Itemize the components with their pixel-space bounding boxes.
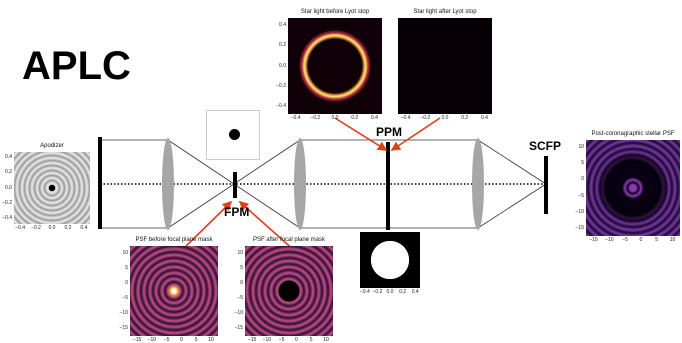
x-tick-label: −0.2 — [310, 115, 321, 121]
x-tick-label: −0.4 — [359, 289, 370, 295]
y-tick-label: 0.2 — [279, 42, 286, 49]
x-tick-label: 10 — [323, 337, 329, 343]
lenses — [162, 138, 484, 230]
x-tick-label: −15 — [589, 237, 598, 243]
y-tick-label: 10 — [237, 249, 243, 256]
y-tick-label: −10 — [119, 310, 128, 317]
x-tick-label: −0.2 — [420, 115, 431, 121]
y-tick-label: 0.4 — [5, 154, 12, 161]
y-tick-label: −15 — [119, 325, 128, 332]
y-tick-label: 0 — [125, 279, 128, 286]
y-tick-label: 10 — [122, 249, 128, 256]
x-tick-label: −10 — [605, 237, 614, 243]
x-tick-label: −0.2 — [372, 289, 383, 295]
x-tick-label: −0.4 — [290, 115, 301, 121]
x-tick-label: 5 — [655, 237, 659, 243]
panel-image — [586, 140, 680, 236]
x-tick-label: 0.4 — [411, 289, 419, 295]
y-tick-label: −5 — [122, 295, 128, 302]
main-title: APLC — [22, 44, 131, 88]
panel-image — [245, 246, 333, 336]
panel-title: PSF after focal plane mask — [252, 237, 326, 243]
x-tick-label: −5 — [278, 337, 285, 343]
panel-title: PSF before focal plane mask — [135, 237, 213, 243]
panel-image — [398, 18, 492, 114]
y-tick-label: 0.4 — [279, 22, 286, 29]
x-tick-label: −5 — [622, 237, 628, 243]
y-tick-label: −0.2 — [276, 82, 286, 89]
y-tick-label: 0.2 — [5, 169, 12, 176]
panel-image — [288, 18, 382, 114]
y-tick-label: 0 — [581, 176, 584, 183]
x-tick-label: 0.4 — [80, 225, 88, 231]
y-tick-label: 5 — [125, 264, 128, 271]
y-tick-label: 5 — [240, 264, 243, 271]
y-tick-label: −0.4 — [2, 214, 12, 221]
x-tick-label: −0.4 — [400, 115, 411, 121]
x-tick-label: −0.2 — [31, 225, 41, 231]
x-tick-label: −10 — [262, 337, 272, 343]
y-tick-label: −5 — [237, 295, 243, 302]
x-tick-label: 0.4 — [370, 115, 378, 121]
panel-image — [14, 152, 90, 224]
y-tick-label: −15 — [234, 325, 243, 332]
y-tick-label: 0.0 — [279, 62, 286, 69]
x-tick-label: 0.2 — [399, 289, 407, 295]
x-tick-label: 0 — [180, 337, 183, 343]
x-tick-label: 0.0 — [386, 289, 394, 295]
x-tick-label: −0.4 — [15, 225, 26, 231]
y-tick-label: −10 — [575, 208, 584, 215]
x-tick-label: 0.0 — [441, 115, 449, 121]
x-tick-label: 10 — [669, 237, 676, 243]
x-tick-label: 0 — [295, 337, 298, 343]
x-tick-label: 5 — [309, 337, 313, 343]
stops — [98, 137, 548, 230]
y-tick-label: −15 — [575, 224, 584, 231]
x-tick-label: −10 — [147, 337, 157, 343]
y-tick-label: −5 — [578, 192, 584, 199]
x-tick-label: −5 — [163, 337, 170, 343]
x-tick-label: 5 — [194, 337, 198, 343]
x-tick-label: 0 — [639, 237, 643, 243]
panel-title: Apodizer — [40, 143, 64, 149]
x-tick-label: 0.2 — [351, 115, 359, 121]
x-tick-label: 0.2 — [461, 115, 469, 121]
y-tick-label: 10 — [578, 144, 584, 151]
x-tick-label: −15 — [132, 337, 142, 343]
panel-title: Star light before Lyot stop — [300, 9, 370, 15]
x-tick-label: 0.2 — [64, 225, 72, 231]
ppm-label: PPM — [376, 125, 403, 139]
panel-image — [130, 246, 218, 336]
y-tick-label: 5 — [581, 160, 584, 167]
panel-title: Star light after Lyot stop — [413, 9, 477, 15]
y-tick-label: −0.2 — [2, 199, 12, 206]
scfp-label: SCFP — [529, 139, 562, 153]
x-tick-label: 0.4 — [480, 115, 488, 121]
y-tick-label: 0 — [240, 279, 243, 286]
fpm-dot — [229, 129, 240, 140]
fpm-label: FPM — [224, 205, 250, 219]
x-tick-label: 0.0 — [48, 225, 56, 231]
y-tick-label: −10 — [234, 310, 243, 317]
y-tick-label: −0.4 — [276, 102, 286, 109]
x-tick-label: −15 — [247, 337, 257, 343]
arrows — [179, 117, 441, 253]
panel-image — [360, 232, 420, 288]
panel-title: Post-coronagraphic stellar PSF — [591, 131, 675, 137]
y-tick-label: 0.0 — [5, 184, 12, 191]
x-tick-label: 0.0 — [331, 115, 339, 121]
x-tick-label: 10 — [208, 337, 214, 343]
